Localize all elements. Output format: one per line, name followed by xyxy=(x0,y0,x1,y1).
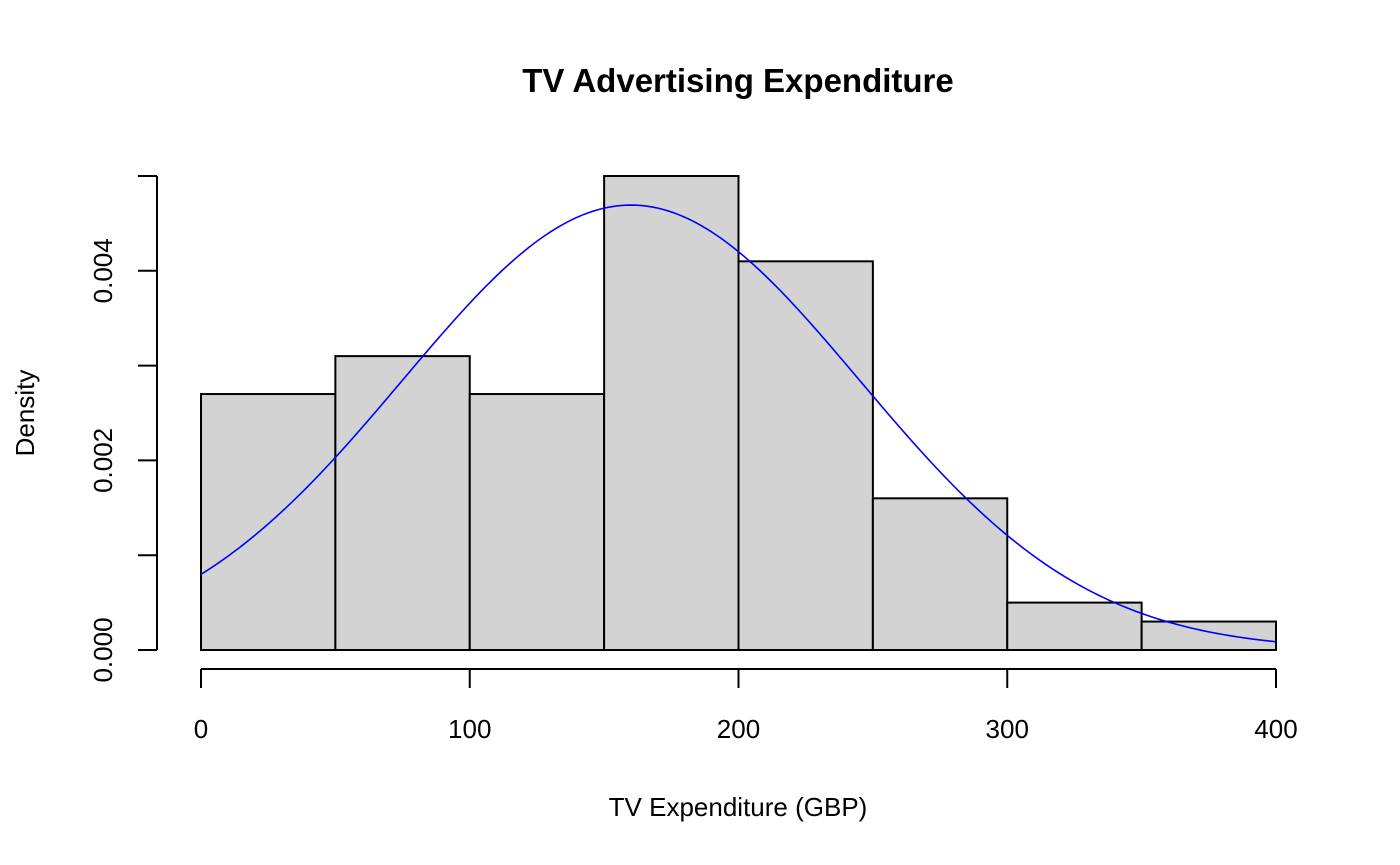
histogram-bar-1 xyxy=(334,355,471,651)
y-tick-label-2: 0.002 xyxy=(88,428,118,493)
x-axis-label: TV Expenditure (GBP) xyxy=(609,792,868,822)
y-axis: 0.000 0.002 0.004 xyxy=(88,175,158,683)
x-axis: 0 100 200 300 400 xyxy=(194,668,1298,744)
y-axis-label: Density xyxy=(10,370,40,457)
histogram-bar-3 xyxy=(603,175,740,651)
y-tick-label-4: 0.004 xyxy=(88,238,118,303)
histogram-bar-0 xyxy=(200,393,337,652)
histogram-bar-7 xyxy=(1140,620,1277,651)
histogram-bars xyxy=(200,175,1277,652)
density-curve xyxy=(200,204,1277,643)
histogram-bar-2 xyxy=(468,393,606,652)
x-tick-label-3: 300 xyxy=(986,714,1029,744)
x-tick-label-4: 400 xyxy=(1254,714,1297,744)
chart-title: TV Advertising Expenditure xyxy=(522,62,954,99)
histogram-bar-6 xyxy=(1006,601,1143,651)
x-tick-label-2: 200 xyxy=(717,714,760,744)
histogram-bar-4 xyxy=(737,260,874,651)
y-tick-label-0: 0.000 xyxy=(88,617,118,682)
x-tick-label-0: 0 xyxy=(194,714,208,744)
histogram-bar-5 xyxy=(871,497,1009,651)
x-tick-label-1: 100 xyxy=(448,714,491,744)
